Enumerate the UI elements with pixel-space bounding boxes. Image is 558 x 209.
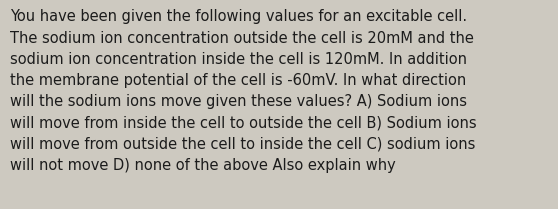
Text: You have been given the following values for an excitable cell.
The sodium ion c: You have been given the following values… <box>10 9 477 173</box>
